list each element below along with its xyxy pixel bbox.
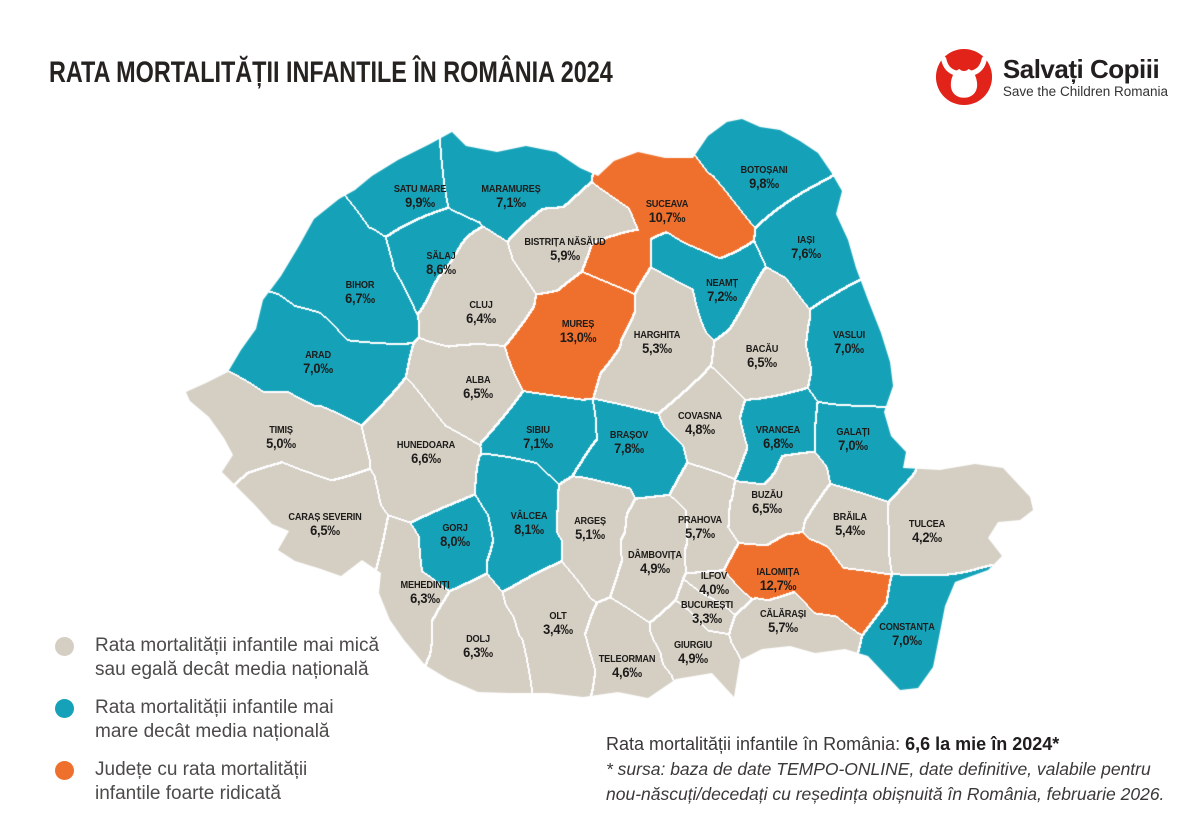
legend-dot-high-icon (55, 699, 74, 718)
source-note-line-2: nou-născuți/decedați cu reședința obișnu… (606, 784, 1165, 804)
legend-item-label: Rata mortalității infantile mai mare dec… (95, 697, 334, 742)
footer: Rata mortalității infantile în România: 6… (606, 731, 1164, 807)
national-rate-label: Rata mortalității infantile în România: (606, 734, 901, 754)
legend-item-label: Județe cu rata mortalității infantile fo… (95, 759, 308, 804)
legend-item-very_high: Județe cu rata mortalității infantile fo… (49, 758, 409, 806)
legend: Rata mortalității infantile mai mică sau… (49, 634, 409, 820)
source-note-line-1: * sursa: baza de date TEMPO-ONLINE, date… (606, 759, 1151, 779)
legend-item-low: Rata mortalității infantile mai mică sau… (49, 634, 409, 682)
national-rate-value: 6,6 la mie în 2024* (905, 734, 1060, 754)
national-rate-line: Rata mortalității infantile în România: 6… (606, 731, 1164, 757)
legend-dot-very_high-icon (55, 761, 74, 780)
legend-dot-low-icon (55, 637, 74, 656)
legend-item-high: Rata mortalității infantile mai mare dec… (49, 696, 409, 744)
legend-item-label: Rata mortalității infantile mai mică sau… (95, 635, 380, 680)
